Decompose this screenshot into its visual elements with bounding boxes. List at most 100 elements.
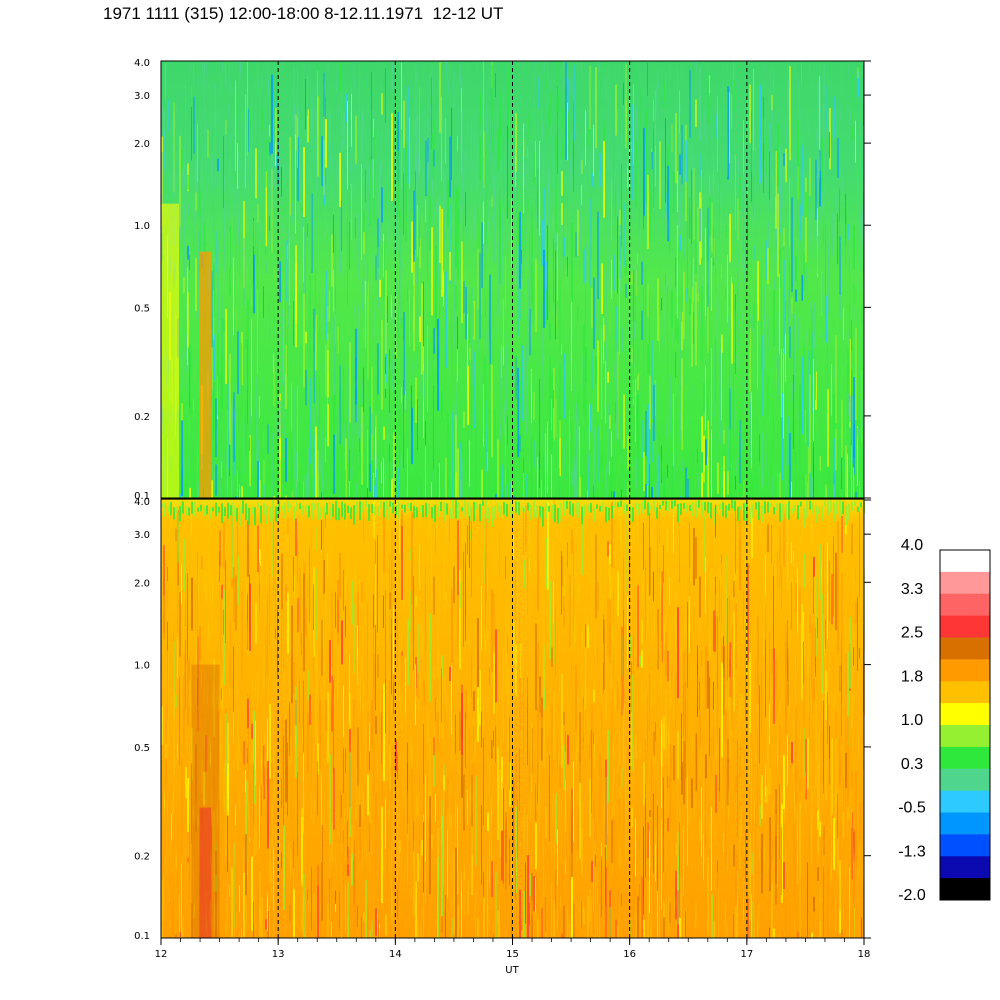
upper-y-tick-label: 0.1 [134, 491, 150, 502]
colorbar-swatch [940, 571, 990, 595]
lower-top-strip [161, 500, 865, 528]
lower-top-strip-cell [422, 505, 424, 518]
lower-top-strip-cell [713, 507, 715, 525]
lower-top-strip-cell [302, 505, 304, 516]
lower-top-strip-cell [818, 507, 820, 514]
lower-top-strip-cell [401, 504, 403, 509]
lower-top-strip-cell [665, 500, 667, 511]
lower-top-strip-cell [761, 505, 763, 523]
colorbar-label: 2.5 [901, 625, 923, 642]
lower-top-strip-cell [446, 503, 448, 515]
lower-top-strip-cell [764, 501, 766, 514]
lower-top-strip-cell [752, 504, 754, 518]
lower-top-strip-cell [656, 507, 658, 519]
lower-top-strip-cell [299, 503, 301, 510]
lower-hour-gridlines [277, 500, 748, 938]
lower-top-strip-cell [755, 502, 757, 510]
x-tick-label: 15 [506, 949, 519, 960]
colorbar-label: 4.0 [901, 537, 923, 554]
lower-top-strip-cell [287, 501, 289, 513]
lower-top-strip-cell [659, 504, 661, 510]
lower-top-strip-cell [380, 501, 382, 509]
lower-top-strip-cell [854, 501, 856, 506]
lower-top-strip-cell [332, 503, 334, 517]
lower-top-strip-cell [443, 502, 445, 521]
lower-top-strip-cell [635, 502, 637, 511]
lower-top-strip-cell [674, 500, 676, 507]
lower-top-strip-cell [203, 505, 205, 517]
lower-top-strip-cell [488, 507, 490, 523]
lower-top-strip-cell [173, 507, 175, 520]
lower-top-strip-cell [827, 500, 829, 516]
lower-top-strip-cell [218, 506, 220, 513]
lower-top-strip-cell [161, 503, 163, 508]
lower-top-strip-cell [575, 502, 577, 515]
x-tick-label: 13 [272, 949, 285, 960]
lower-top-strip-cell [170, 502, 172, 516]
lower-top-strip-cell [815, 505, 817, 523]
lower-top-strip-cell [605, 506, 607, 523]
lower-top-strip-cell [179, 506, 181, 522]
colorbar-swatch [940, 812, 990, 835]
lower-top-strip-cell [836, 500, 838, 515]
colorbar-swatch [940, 615, 990, 638]
lower-top-strip-cell [224, 507, 226, 516]
lower-top-strip-cell [590, 503, 592, 513]
lower-top-strip-cell [614, 501, 616, 509]
lower-top-strip-cell [692, 501, 694, 516]
upper-y-axis: 0.1 0.2 0.5 1.0 2.0 3.0 4.0 [134, 58, 871, 502]
lower-top-strip-cell [707, 501, 709, 513]
upper-panel-frame [160, 60, 865, 499]
lower-top-strip-cell [434, 504, 436, 522]
lower-top-strip-cell [596, 504, 598, 509]
lower-y-tick-label: 4.0 [134, 497, 150, 508]
lower-top-strip-cell [845, 505, 847, 526]
lower-y-tick-label: 0.1 [134, 931, 150, 942]
colorbar: 4.0 3.3 2.5 1.8 1.0 0.3 -0.5 -1.3 -2.0 [898, 537, 991, 904]
lower-top-strip-cell [428, 504, 430, 515]
lower-top-strip-cell [458, 502, 460, 519]
lower-top-strip-cell [686, 504, 688, 513]
lower-top-strip-cell [326, 502, 328, 515]
lower-top-strip-cell [479, 503, 481, 522]
lower-top-strip-cell [248, 507, 250, 525]
upper-y-tick-label: 1.0 [134, 221, 150, 232]
lower-top-strip-cell [182, 501, 184, 514]
lower-top-strip-cell [407, 502, 409, 509]
lower-y-tick-label: 0.5 [134, 743, 150, 754]
colorbar-frame [939, 549, 991, 901]
lower-top-strip-cell [701, 500, 703, 517]
lower-top-strip-cell [272, 500, 274, 519]
lower-top-strip-cell [767, 501, 769, 513]
lower-top-strip-cell [473, 502, 475, 522]
colorbar-swatch [940, 725, 990, 748]
upper-y-tick-label: 0.5 [134, 303, 150, 314]
lower-top-strip-cell [191, 501, 193, 514]
lower-top-strip-cell [410, 502, 412, 512]
lower-top-strip-cell [368, 504, 370, 521]
upper-y-tick-label: 4.0 [134, 58, 150, 69]
lower-top-strip-cell [569, 501, 571, 515]
lower-top-strip-cell [329, 507, 331, 520]
lower-top-strip-cell [677, 503, 679, 523]
lower-top-strip-cell [548, 505, 550, 512]
x-tick-label: 17 [740, 949, 753, 960]
lower-top-strip-cell [437, 506, 439, 518]
lower-top-strip-cell [374, 506, 376, 516]
lower-top-strip-cell [449, 507, 451, 519]
lower-top-strip-cell [350, 507, 352, 520]
lower-top-strip-cell [731, 500, 733, 509]
lower-top-strip-cell [398, 501, 400, 520]
lower-y-axis: 0.1 0.2 0.5 1.0 2.0 3.0 4.0 [134, 497, 871, 942]
lower-top-strip-cell [785, 504, 787, 518]
lower-top-strip-cell [758, 501, 760, 521]
lower-top-strip-cell [347, 505, 349, 514]
lower-top-strip-cell [419, 506, 421, 513]
colorbar-swatch [940, 856, 990, 879]
lower-top-strip-cell [308, 505, 310, 518]
lower-top-strip-cell [530, 504, 532, 521]
lower-top-strip-cell [683, 503, 685, 509]
lower-y-tick-label: 3.0 [134, 530, 150, 541]
colorbar-swatch [940, 703, 990, 726]
lower-top-strip-cell [773, 507, 775, 515]
